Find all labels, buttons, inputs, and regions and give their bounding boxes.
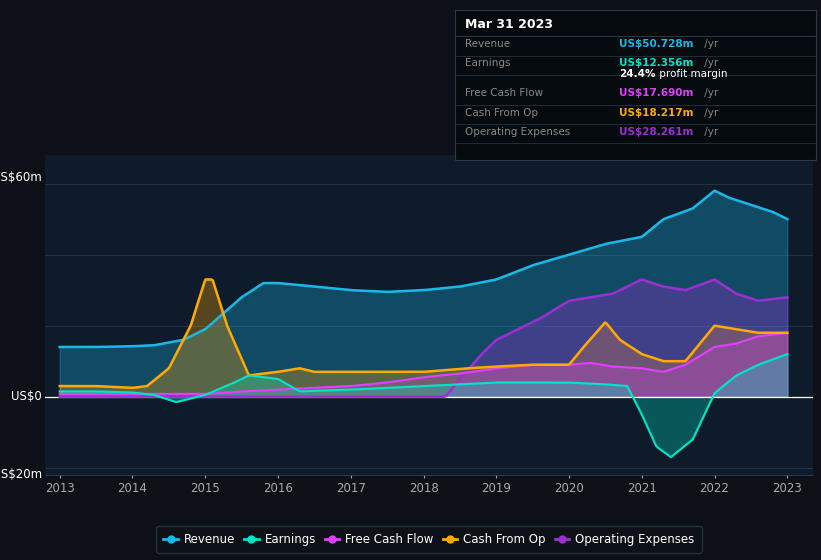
Text: -US$20m: -US$20m xyxy=(0,468,42,481)
Text: Cash From Op: Cash From Op xyxy=(465,108,538,118)
Text: Revenue: Revenue xyxy=(465,39,510,49)
Text: US$50.728m: US$50.728m xyxy=(619,39,694,49)
Text: Operating Expenses: Operating Expenses xyxy=(465,127,570,137)
Text: US$17.690m: US$17.690m xyxy=(619,88,694,99)
Text: Mar 31 2023: Mar 31 2023 xyxy=(465,18,553,31)
Text: /yr: /yr xyxy=(701,58,718,68)
Text: profit margin: profit margin xyxy=(656,69,727,80)
Text: /yr: /yr xyxy=(701,108,718,118)
Text: /yr: /yr xyxy=(701,39,718,49)
Text: US$18.217m: US$18.217m xyxy=(619,108,694,118)
Text: 24.4%: 24.4% xyxy=(619,69,655,80)
Text: Earnings: Earnings xyxy=(465,58,510,68)
Text: US$28.261m: US$28.261m xyxy=(619,127,694,137)
Text: Free Cash Flow: Free Cash Flow xyxy=(465,88,543,99)
Text: US$0: US$0 xyxy=(11,390,42,403)
Text: /yr: /yr xyxy=(701,88,718,99)
Text: US$12.356m: US$12.356m xyxy=(619,58,694,68)
Text: US$60m: US$60m xyxy=(0,171,42,184)
Text: /yr: /yr xyxy=(701,127,718,137)
Legend: Revenue, Earnings, Free Cash Flow, Cash From Op, Operating Expenses: Revenue, Earnings, Free Cash Flow, Cash … xyxy=(156,525,702,553)
